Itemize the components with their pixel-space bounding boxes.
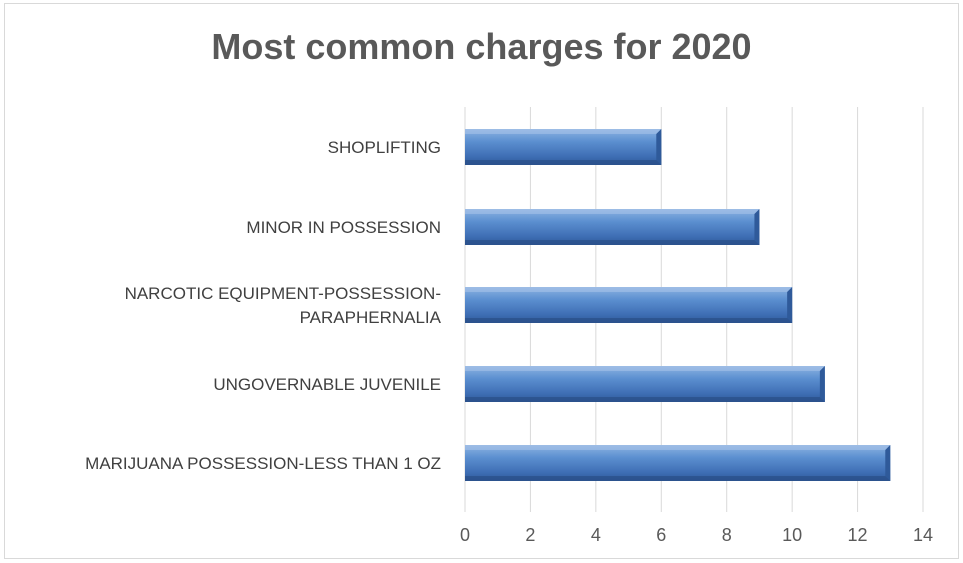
chart-title: Most common charges for 2020 xyxy=(211,26,752,67)
bar-end-cap xyxy=(656,129,662,165)
category-label: SHOPLIFTING xyxy=(328,138,441,157)
bar-end-cap xyxy=(787,287,793,323)
bar xyxy=(465,366,825,402)
bar xyxy=(465,445,891,481)
category-label: PARAPHERNALIA xyxy=(300,308,442,327)
x-tick-label: 8 xyxy=(722,525,732,545)
category-label: MARIJUANA POSSESSION-LESS THAN 1 OZ xyxy=(85,454,441,473)
category-label: NARCOTIC EQUIPMENT-POSSESSION- xyxy=(125,284,441,303)
x-tick-label: 6 xyxy=(656,525,666,545)
bar-bevel-top xyxy=(465,129,662,134)
bar xyxy=(465,129,662,165)
bar xyxy=(465,209,760,245)
category-label: MINOR IN POSSESSION xyxy=(246,218,441,237)
bar-bevel-bottom xyxy=(465,397,825,402)
x-tick-label: 0 xyxy=(460,525,470,545)
x-tick-label: 2 xyxy=(525,525,535,545)
bar-end-cap xyxy=(885,445,891,481)
bar-end-cap xyxy=(754,209,760,245)
x-tick-label: 12 xyxy=(848,525,868,545)
bar-end-cap xyxy=(819,366,825,402)
x-tick-label: 10 xyxy=(782,525,802,545)
bar-bevel-top xyxy=(465,287,793,292)
bar-bevel-top xyxy=(465,209,760,214)
x-tick-label: 14 xyxy=(913,525,933,545)
bar-bevel-bottom xyxy=(465,160,662,165)
bar-bevel-top xyxy=(465,445,891,450)
bar xyxy=(465,287,793,323)
bar-bevel-bottom xyxy=(465,476,891,481)
category-label: UNGOVERNABLE JUVENILE xyxy=(213,375,441,394)
bar-bevel-bottom xyxy=(465,318,793,323)
bar-bevel-top xyxy=(465,366,825,371)
x-tick-label: 4 xyxy=(591,525,601,545)
bar-bevel-bottom xyxy=(465,240,760,245)
